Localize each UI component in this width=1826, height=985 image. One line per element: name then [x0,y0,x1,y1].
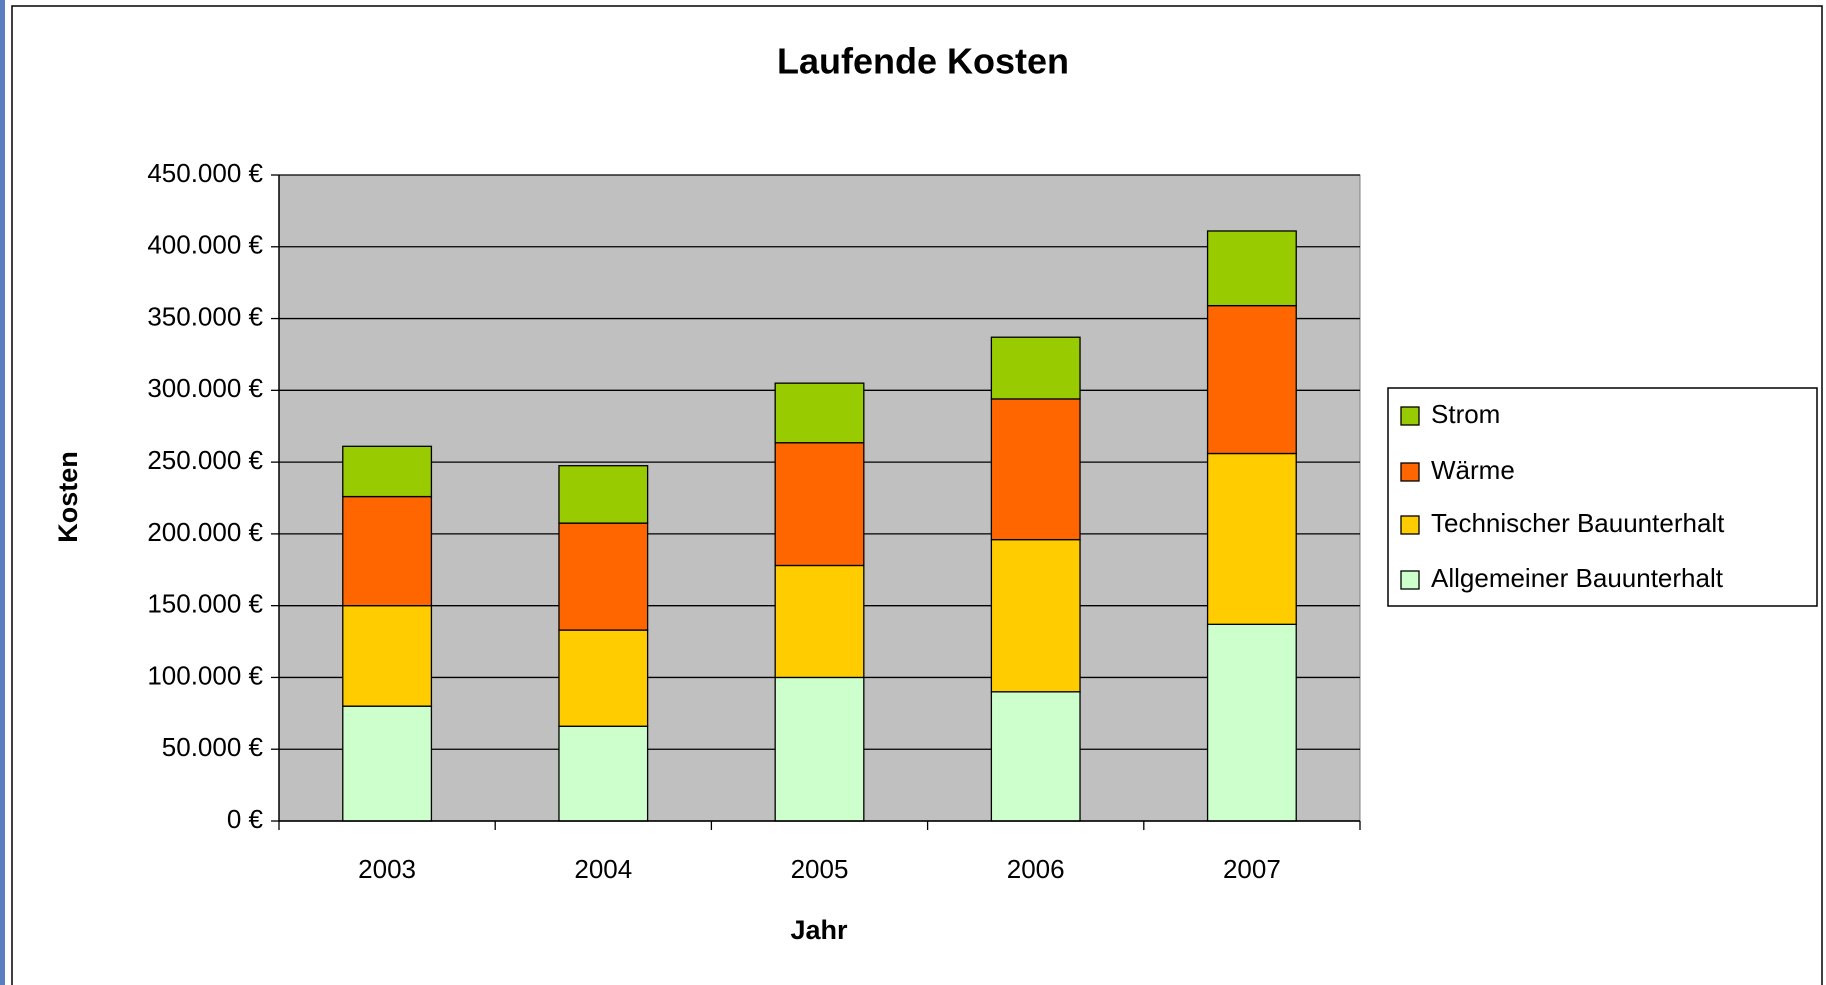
y-tick-label: 350.000 € [147,301,263,331]
bar-segment [990,691,1081,822]
bar-segment [558,465,649,524]
legend-swatch [1400,406,1420,426]
bar-segment [558,725,649,822]
bar-segment [1206,304,1297,455]
y-tick-label: 250.000 € [147,445,263,475]
legend-label: Technischer Bauunterhalt [1431,508,1725,538]
bar-segment [558,629,649,727]
bar-segment [342,605,433,707]
legend [1387,387,1818,607]
bar-segment [990,398,1081,541]
x-tick-label: 2007 [1223,854,1281,884]
bar-segment [774,442,865,567]
x-tick-label: 2004 [574,854,632,884]
bar-segment [342,495,433,607]
x-axis-title: Jahr [790,915,848,945]
bar-segment [1206,230,1297,307]
bar-segment [1206,452,1297,625]
y-tick-label: 0 € [227,804,264,834]
legend-label: Wärme [1431,455,1515,485]
legend-label: Allgemeiner Bauunterhalt [1431,563,1724,593]
legend-swatch [1400,462,1420,482]
bar-segment [774,564,865,679]
y-tick-label: 200.000 € [147,517,263,547]
y-tick-label: 150.000 € [147,589,263,619]
x-tick-label: 2005 [791,854,849,884]
window-edge [0,0,5,985]
x-tick-label: 2006 [1007,854,1065,884]
bar-segment [342,705,433,822]
legend-label: Strom [1431,399,1500,429]
bar-segment [342,445,433,498]
bar-segment [774,676,865,822]
y-tick-label: 450.000 € [147,158,263,188]
bar-segment [990,538,1081,693]
y-tick-label: 300.000 € [147,373,263,403]
y-tick-label: 400.000 € [147,230,263,260]
chart-title: Laufende Kosten [777,41,1069,82]
y-tick-label: 50.000 € [162,732,264,762]
legend-swatch [1400,570,1420,590]
legend-swatch [1400,515,1420,535]
y-tick-label: 100.000 € [147,660,263,690]
x-tick-label: 2003 [358,854,416,884]
bar-segment [774,382,865,444]
bar-segment [990,336,1081,400]
y-axis-title: Kosten [53,451,83,543]
bar-segment [1206,623,1297,822]
bar-segment [558,522,649,631]
